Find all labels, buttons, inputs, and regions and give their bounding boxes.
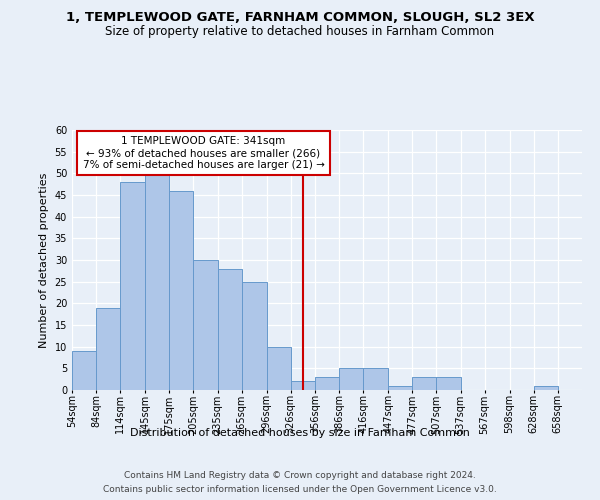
Bar bbox=[242, 282, 266, 390]
Bar bbox=[339, 368, 363, 390]
Bar bbox=[120, 182, 145, 390]
Text: Contains HM Land Registry data © Crown copyright and database right 2024.: Contains HM Land Registry data © Crown c… bbox=[124, 472, 476, 480]
Bar bbox=[315, 377, 339, 390]
Bar bbox=[412, 377, 436, 390]
Bar bbox=[363, 368, 388, 390]
Bar bbox=[96, 308, 120, 390]
Bar bbox=[169, 190, 193, 390]
Bar bbox=[388, 386, 412, 390]
Text: 1, TEMPLEWOOD GATE, FARNHAM COMMON, SLOUGH, SL2 3EX: 1, TEMPLEWOOD GATE, FARNHAM COMMON, SLOU… bbox=[65, 11, 535, 24]
Bar bbox=[145, 174, 169, 390]
Bar bbox=[534, 386, 558, 390]
Text: 1 TEMPLEWOOD GATE: 341sqm
← 93% of detached houses are smaller (266)
7% of semi-: 1 TEMPLEWOOD GATE: 341sqm ← 93% of detac… bbox=[83, 136, 325, 170]
Text: Distribution of detached houses by size in Farnham Common: Distribution of detached houses by size … bbox=[130, 428, 470, 438]
Bar bbox=[266, 346, 291, 390]
Bar bbox=[436, 377, 461, 390]
Text: Size of property relative to detached houses in Farnham Common: Size of property relative to detached ho… bbox=[106, 25, 494, 38]
Y-axis label: Number of detached properties: Number of detached properties bbox=[39, 172, 49, 348]
Text: Contains public sector information licensed under the Open Government Licence v3: Contains public sector information licen… bbox=[103, 484, 497, 494]
Bar bbox=[193, 260, 218, 390]
Bar bbox=[291, 382, 315, 390]
Bar bbox=[72, 351, 96, 390]
Bar bbox=[218, 268, 242, 390]
